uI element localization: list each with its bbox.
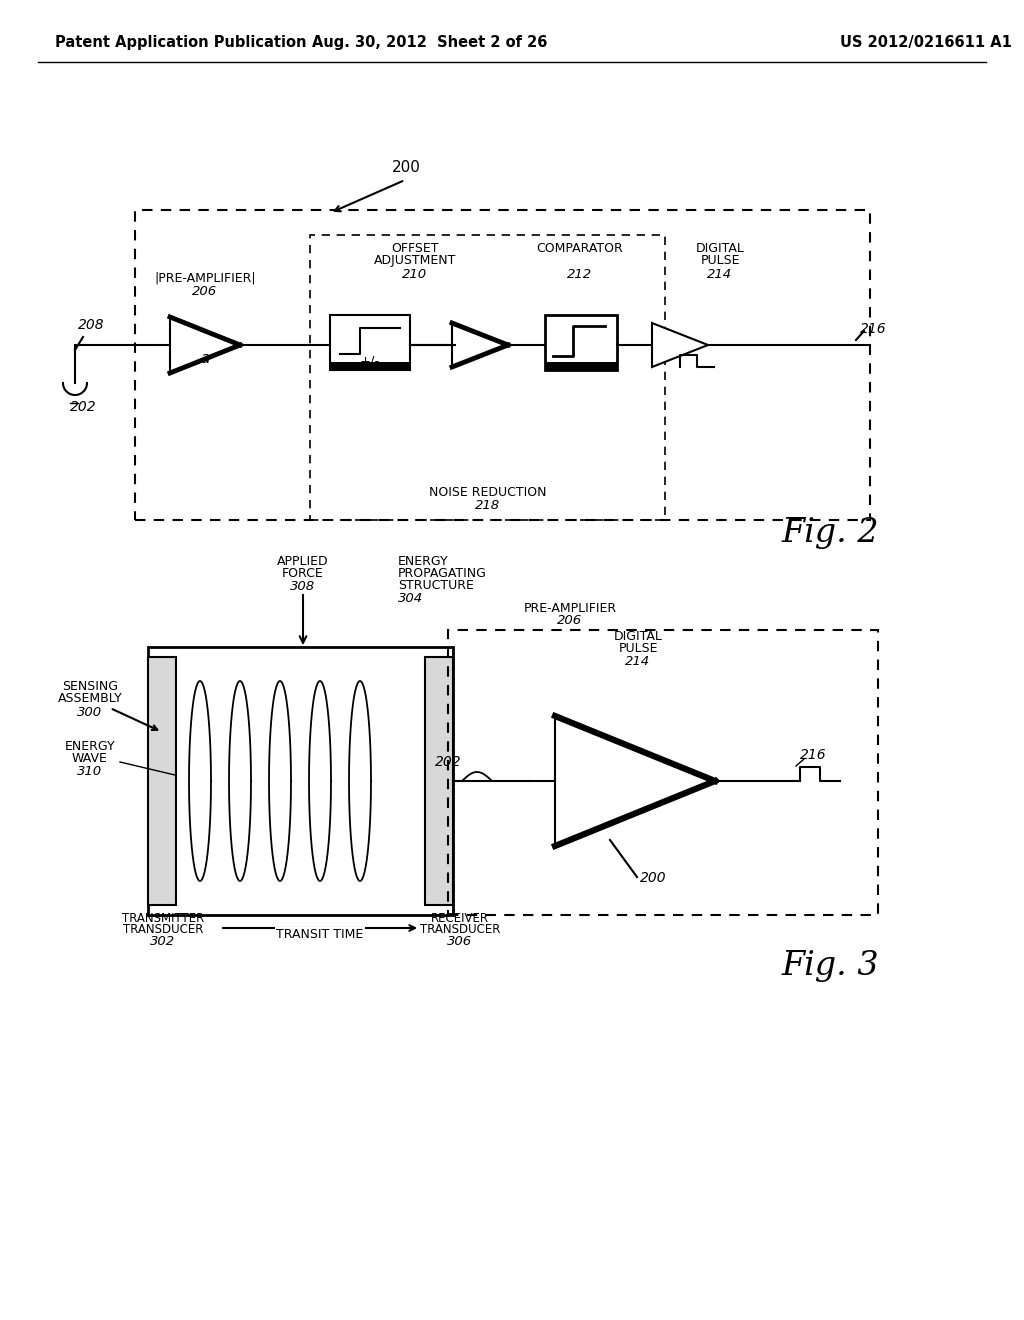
Bar (330, 315, 410, 370)
Text: NOISE REDUCTION: NOISE REDUCTION (429, 486, 547, 499)
Text: Patent Application Publication: Patent Application Publication (55, 34, 306, 49)
Text: DIGITAL: DIGITAL (695, 242, 744, 255)
Text: 300: 300 (78, 706, 102, 719)
Text: 310: 310 (78, 766, 102, 777)
Polygon shape (652, 323, 708, 367)
Text: PULSE: PULSE (618, 642, 657, 655)
Text: PULSE: PULSE (700, 253, 739, 267)
Text: ASSEMBLY: ASSEMBLY (57, 692, 123, 705)
Text: COMPARATOR: COMPARATOR (537, 242, 624, 255)
Text: 218: 218 (475, 499, 501, 512)
Text: 202: 202 (434, 755, 462, 770)
Text: 214: 214 (708, 268, 732, 281)
Bar (148, 647, 453, 915)
Text: ENERGY: ENERGY (65, 741, 116, 752)
Polygon shape (452, 323, 508, 367)
Bar (545, 315, 617, 370)
Text: TRANSIT TIME: TRANSIT TIME (276, 928, 364, 941)
Text: 216: 216 (860, 322, 887, 337)
Text: ENERGY: ENERGY (398, 554, 449, 568)
Text: 206: 206 (557, 614, 583, 627)
Bar (148, 657, 176, 906)
Text: FORCE: FORCE (283, 568, 324, 579)
Text: 212: 212 (567, 268, 593, 281)
Bar (330, 362, 410, 370)
Text: PRE-AMPLIFIER: PRE-AMPLIFIER (523, 602, 616, 615)
Text: 216: 216 (800, 748, 826, 762)
Text: 206: 206 (193, 285, 217, 298)
Text: 214: 214 (626, 655, 650, 668)
Text: SENSING: SENSING (62, 680, 118, 693)
Text: TRANSDUCER: TRANSDUCER (123, 923, 203, 936)
Text: RECEIVER: RECEIVER (431, 912, 489, 925)
Text: 308: 308 (291, 579, 315, 593)
Text: +/-: +/- (359, 355, 380, 368)
Bar (425, 657, 453, 906)
Text: Fig. 3: Fig. 3 (781, 950, 879, 982)
Text: 304: 304 (398, 591, 423, 605)
Text: ADJUSTMENT: ADJUSTMENT (374, 253, 456, 267)
Text: 210: 210 (402, 268, 428, 281)
Bar (545, 362, 617, 370)
Text: PROPAGATING: PROPAGATING (398, 568, 486, 579)
Text: 202: 202 (70, 400, 96, 414)
Text: WAVE: WAVE (72, 752, 108, 766)
Text: 200: 200 (640, 871, 667, 884)
Polygon shape (170, 317, 240, 374)
Text: OFFSET: OFFSET (391, 242, 438, 255)
Text: 200: 200 (392, 160, 421, 176)
Text: 302: 302 (151, 935, 175, 948)
Text: DIGITAL: DIGITAL (613, 630, 663, 643)
Text: 306: 306 (447, 935, 472, 948)
Text: a: a (201, 351, 210, 366)
Polygon shape (555, 715, 715, 846)
Text: 208: 208 (78, 318, 104, 333)
Text: US 2012/0216611 A1: US 2012/0216611 A1 (840, 34, 1012, 49)
Text: APPLIED: APPLIED (278, 554, 329, 568)
Text: STRUCTURE: STRUCTURE (398, 579, 474, 591)
Text: Aug. 30, 2012  Sheet 2 of 26: Aug. 30, 2012 Sheet 2 of 26 (312, 34, 548, 49)
Text: TRANSDUCER: TRANSDUCER (420, 923, 500, 936)
Text: |PRE-AMPLIFIER|: |PRE-AMPLIFIER| (155, 272, 256, 285)
Text: Fig. 2: Fig. 2 (781, 517, 879, 549)
Text: TRANSMITTER: TRANSMITTER (122, 912, 204, 925)
